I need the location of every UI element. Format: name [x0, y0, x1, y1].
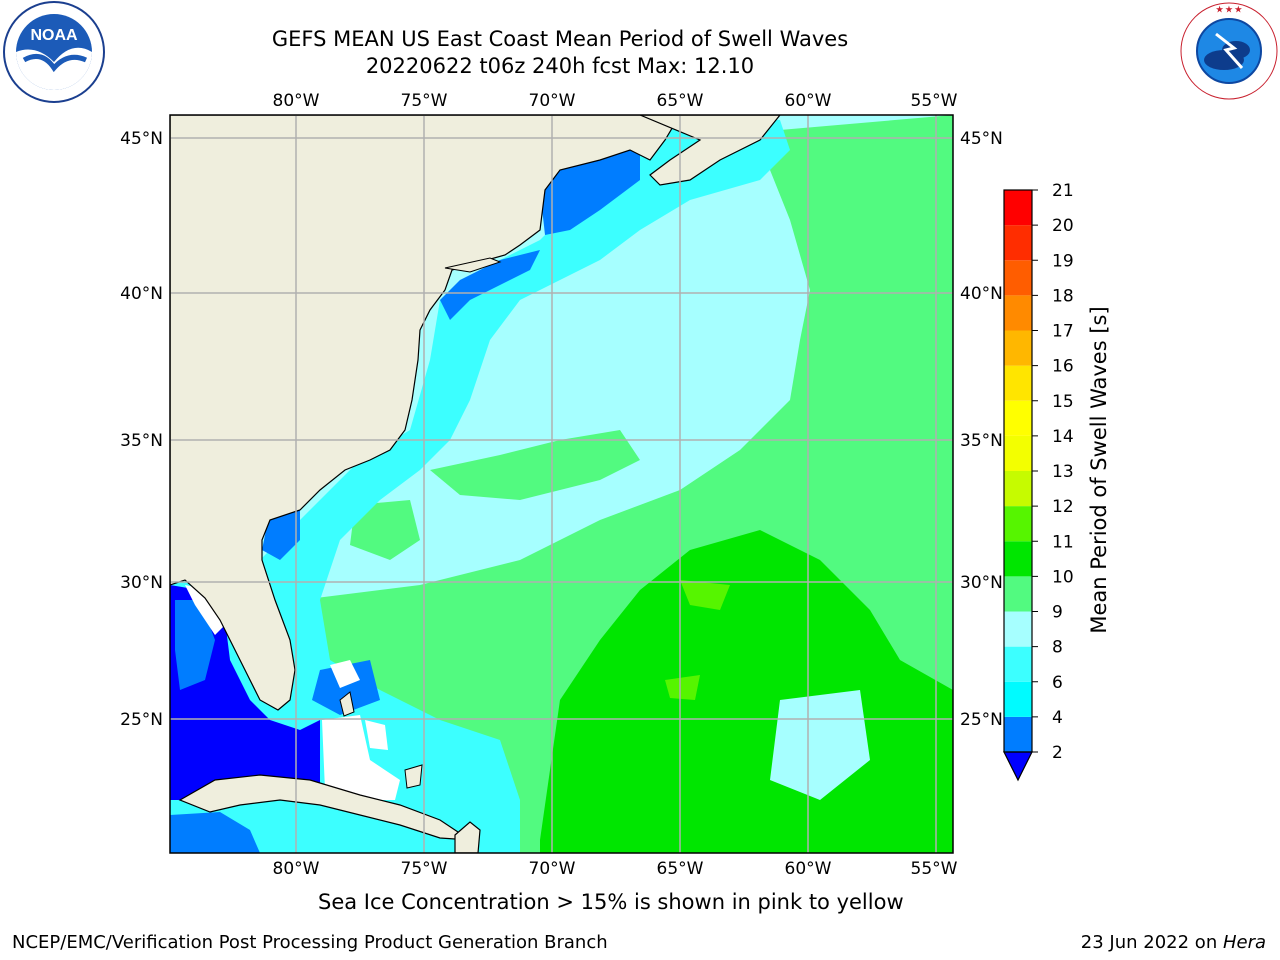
lat-label-right: 45°N	[960, 129, 1003, 149]
colorbar-segment	[1004, 506, 1032, 542]
lon-label-bottom: 65°W	[657, 859, 704, 879]
contour-9-10-island-1	[430, 430, 640, 500]
contour-11-12	[680, 580, 730, 610]
lon-label-top: 55°W	[911, 91, 958, 111]
colorbar-tick-label: 20	[1052, 216, 1074, 236]
colorbar-tick-label: 15	[1052, 392, 1074, 412]
chart-title: GEFS MEAN US East Coast Mean Period of S…	[271, 27, 849, 51]
colorbar-extend-triangle	[1003, 751, 1033, 782]
chart-subtitle: 20220622 t06z 240h fcst Max: 12.10	[365, 54, 755, 78]
footer-host: Hera	[1222, 932, 1266, 953]
lat-label-left: 45°N	[120, 129, 163, 149]
colorbar-segment	[1004, 541, 1032, 577]
lat-label-left: 35°N	[120, 431, 163, 451]
lat-label-left: 40°N	[120, 284, 163, 304]
contour-11-12-b	[665, 675, 700, 700]
contour-4-6-gulf-maine	[540, 140, 640, 235]
lon-label-bottom: 70°W	[529, 859, 576, 879]
nodata-bahamas-3	[365, 720, 388, 750]
colorbar-segment	[1004, 260, 1032, 296]
lat-label-right: 30°N	[960, 573, 1003, 593]
lon-label-top: 65°W	[657, 91, 704, 111]
colorbar-segment	[1004, 435, 1032, 471]
colorbar-tick-label: 13	[1052, 462, 1074, 482]
colorbar-tick-label: 10	[1052, 567, 1074, 587]
lon-label-bottom: 75°W	[401, 859, 448, 879]
colorbar-segment	[1004, 190, 1032, 226]
nodata-bahamas-2	[330, 660, 360, 688]
colorbar-segment	[1004, 716, 1032, 752]
colorbar: 2 4 6 8 9 10 11 12 13 14 15 16 17 18 19 20 21	[1003, 181, 1074, 782]
noaa-logo: NOAA	[3, 1, 105, 103]
land-nova-scotia	[639, 115, 781, 186]
land-bahamas-1	[339, 691, 355, 717]
nodata-florida-bay	[185, 585, 225, 635]
lon-label-bottom: 55°W	[911, 859, 958, 879]
svg-text:NOAA: NOAA	[30, 27, 78, 44]
lat-label-right: 40°N	[960, 284, 1003, 304]
graticule	[170, 115, 953, 853]
lon-label-top: 75°W	[401, 91, 448, 111]
colorbar-segment	[1004, 471, 1032, 507]
contour-4-6-bahamas	[312, 660, 380, 715]
lat-label-right: 25°N	[960, 710, 1003, 730]
colorbar-tick-label: 18	[1052, 286, 1074, 306]
lon-label-bottom: 60°W	[785, 859, 832, 879]
colorbar-label: Mean Period of Swell Waves [s]	[1087, 306, 1111, 633]
map-frame	[169, 114, 954, 854]
footer-date-text: 23 Jun 2022 on	[1080, 932, 1223, 953]
contour-6-8-coastal	[170, 115, 790, 853]
contour-4-6-midatlantic	[440, 250, 540, 320]
colorbar-segment	[1004, 681, 1032, 717]
nws-logo: ★ ★ ★	[1180, 2, 1278, 100]
contour-4-6-caribbean	[170, 812, 260, 853]
lat-label-left: 25°N	[120, 710, 163, 730]
colorbar-tick-label: 4	[1052, 708, 1063, 728]
contour-4-6-gulf-inner	[175, 600, 215, 690]
lon-label-top: 70°W	[529, 91, 576, 111]
footer-date: 23 Jun 2022 on Hera	[1081, 932, 1266, 953]
lon-label-top: 80°W	[273, 91, 320, 111]
colorbar-tick-label: 19	[1052, 251, 1074, 271]
colorbar-tick-label: 16	[1052, 357, 1074, 377]
colorbar-segment	[1004, 400, 1032, 436]
colorbar-tick-label: 6	[1052, 673, 1063, 693]
colorbar-tick-label: 9	[1052, 603, 1063, 623]
contour-8-9-southeast	[770, 690, 870, 800]
land-bahamas-2	[404, 764, 423, 789]
contour-9-10-northeast	[840, 120, 953, 420]
nodata-bahamas-1	[322, 715, 400, 800]
sea-ice-caption: Sea Ice Concentration > 15% is shown in …	[318, 890, 904, 914]
colorbar-segment	[1004, 365, 1032, 401]
colorbar-tick-label: 12	[1052, 497, 1074, 517]
land-hispaniola	[454, 821, 481, 853]
colorbar-tick-label: 14	[1052, 427, 1074, 447]
colorbar-segment	[1004, 611, 1032, 647]
colorbar-tick-label: 17	[1052, 322, 1074, 342]
svg-text:★ ★ ★: ★ ★ ★	[1216, 5, 1243, 14]
lon-label-bottom: 80°W	[273, 859, 320, 879]
lat-label-left: 30°N	[120, 573, 163, 593]
contour-9-10-island-2	[350, 500, 420, 560]
land-long-island	[444, 257, 502, 273]
lat-label-right: 35°N	[960, 431, 1003, 451]
colorbar-tick-label: 8	[1052, 638, 1063, 658]
map-panel	[170, 115, 953, 853]
lon-label-top: 60°W	[785, 91, 832, 111]
colorbar-segment	[1004, 576, 1032, 612]
colorbar-segment	[1004, 646, 1032, 682]
colorbar-segment	[1004, 225, 1032, 261]
colorbar-segment	[1004, 330, 1032, 366]
colorbar-tick-label: 11	[1052, 532, 1074, 552]
colorbar-tick-label: 2	[1052, 743, 1063, 763]
footer-credit: NCEP/EMC/Verification Post Processing Pr…	[12, 932, 608, 953]
colorbar-segment	[1004, 295, 1032, 331]
colorbar-tick-label: 21	[1052, 181, 1074, 201]
